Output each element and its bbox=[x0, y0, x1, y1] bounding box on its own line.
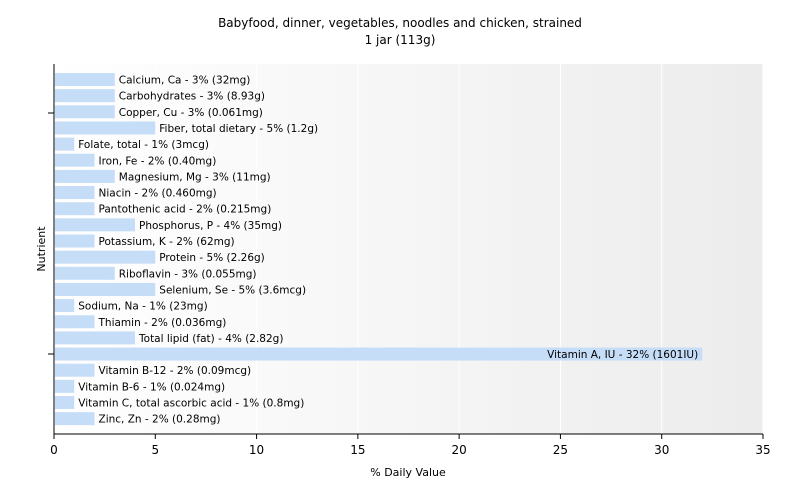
bar bbox=[55, 89, 115, 103]
bar-label: Zinc, Zn - 2% (0.28mg) bbox=[99, 414, 221, 426]
x-tick-label: 35 bbox=[755, 443, 770, 457]
bar bbox=[55, 153, 95, 167]
y-axis-title: Nutrient bbox=[35, 226, 48, 272]
bar-label: Selenium, Se - 5% (3.6mcg) bbox=[159, 284, 306, 296]
bar-label: Pantothenic acid - 2% (0.215mg) bbox=[99, 204, 272, 216]
bar bbox=[55, 121, 156, 135]
x-tick-label: 20 bbox=[452, 443, 467, 457]
chart-subtitle: 1 jar (113g) bbox=[365, 33, 436, 47]
bar-label: Total lipid (fat) - 4% (2.82g) bbox=[138, 333, 283, 345]
bar bbox=[55, 186, 95, 200]
bar bbox=[55, 379, 75, 393]
bar bbox=[55, 105, 115, 119]
x-ticks: 0 5 10 15 20 25 30 35 bbox=[50, 434, 771, 457]
grid-lines bbox=[154, 64, 764, 434]
bar-label: Carbohydrates - 3% (8.93g) bbox=[119, 91, 265, 103]
bar bbox=[55, 234, 95, 248]
bar-label: Phosphorus, P - 4% (35mg) bbox=[139, 220, 282, 232]
x-tick-label: 15 bbox=[350, 443, 365, 457]
bar-label: Iron, Fe - 2% (0.40mg) bbox=[99, 155, 217, 167]
chart-title: Babyfood, dinner, vegetables, noodles an… bbox=[218, 16, 582, 30]
bar bbox=[55, 137, 75, 151]
bar bbox=[55, 73, 115, 86]
bar-label: Copper, Cu - 3% (0.061mg) bbox=[119, 107, 263, 119]
bar bbox=[55, 412, 95, 426]
bar-label: Fiber, total dietary - 5% (1.2g) bbox=[159, 123, 318, 135]
bar-labels: Calcium, Ca - 3% (32mg) Carbohydrates - 3… bbox=[78, 75, 698, 426]
bar-label: Vitamin C, total ascorbic acid - 1% (0.8… bbox=[78, 398, 304, 410]
bar-label: Riboflavin - 3% (0.055mg) bbox=[119, 268, 257, 280]
axes bbox=[48, 64, 763, 435]
x-tick-label: 0 bbox=[50, 443, 58, 457]
bar bbox=[55, 169, 115, 183]
bar bbox=[55, 282, 156, 296]
bar-label: Magnesium, Mg - 3% (11mg) bbox=[119, 171, 271, 183]
x-tick-label: 5 bbox=[151, 443, 159, 457]
bar-label: Niacin - 2% (0.460mg) bbox=[99, 188, 217, 200]
bar-label: Sodium, Na - 1% (23mg) bbox=[78, 301, 207, 313]
bar-label: Calcium, Ca - 3% (32mg) bbox=[119, 75, 251, 87]
bar bbox=[55, 363, 95, 377]
bar-label: Thiamin - 2% (0.036mg) bbox=[98, 317, 227, 329]
plot-area bbox=[54, 64, 763, 434]
bars bbox=[55, 73, 703, 426]
x-axis-title: % Daily Value bbox=[370, 466, 446, 479]
bar bbox=[55, 299, 75, 313]
bar-label: Vitamin A, IU - 32% (1601IU) bbox=[547, 349, 698, 361]
x-tick-label: 30 bbox=[654, 443, 669, 457]
bar bbox=[55, 266, 115, 280]
bar bbox=[55, 202, 95, 216]
x-tick-label: 10 bbox=[249, 443, 264, 457]
bar bbox=[55, 347, 703, 361]
bar bbox=[55, 331, 136, 345]
bar-label: Potassium, K - 2% (62mg) bbox=[99, 236, 235, 248]
bar bbox=[55, 250, 156, 264]
bar-label: Vitamin B-6 - 1% (0.024mg) bbox=[78, 381, 225, 393]
bar bbox=[55, 218, 136, 232]
x-tick-label: 25 bbox=[553, 443, 568, 457]
bar-label: Vitamin B-12 - 2% (0.09mcg) bbox=[99, 365, 252, 377]
bar-label: Protein - 5% (2.26g) bbox=[159, 252, 265, 264]
bar bbox=[55, 315, 95, 329]
bar-label: Folate, total - 1% (3mcg) bbox=[78, 139, 209, 151]
bar bbox=[55, 396, 75, 409]
